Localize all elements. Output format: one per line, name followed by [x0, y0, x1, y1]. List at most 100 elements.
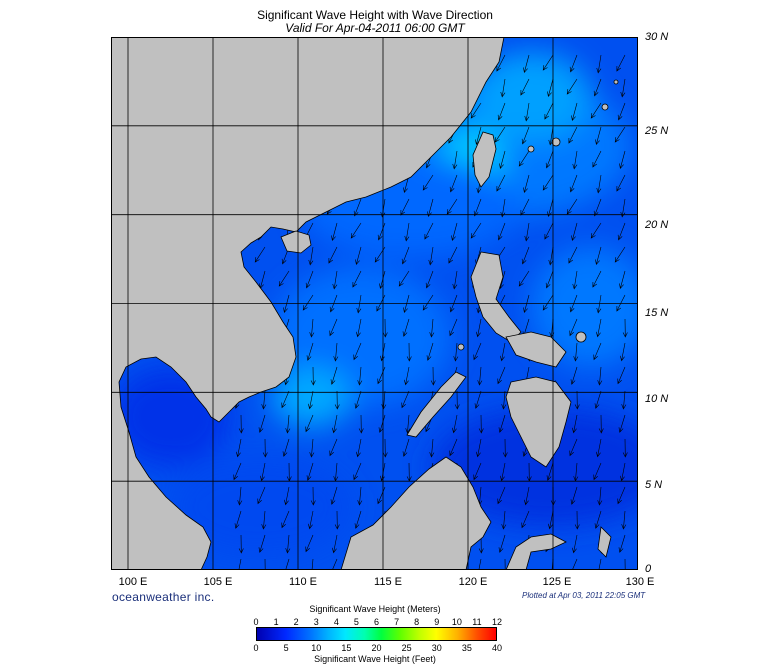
wave-arrow	[398, 270, 410, 287]
wave-arrow	[331, 534, 338, 554]
wave-arrow	[302, 294, 314, 311]
wave-arrow	[309, 438, 315, 458]
wave-arrow	[452, 270, 458, 290]
wave-arrow	[354, 510, 362, 529]
wave-arrow	[357, 366, 363, 386]
lat-lon-grid	[111, 37, 638, 570]
wave-arrow	[454, 390, 460, 410]
wave-arrow	[619, 150, 626, 170]
lon-label-130e: 130 E	[625, 576, 655, 588]
wave-arrow	[331, 222, 338, 242]
wave-arrow	[568, 126, 578, 144]
wave-arrow	[358, 414, 364, 434]
colorbar-meter-tick: 10	[451, 617, 462, 627]
wave-arrow	[501, 510, 507, 530]
wave-arrow	[427, 198, 434, 218]
colorbar-feet-tick: 5	[283, 643, 289, 653]
wave-arrow	[353, 462, 362, 481]
wave-arrow	[334, 390, 340, 410]
wave-arrow	[521, 246, 530, 265]
wave-arrow	[597, 366, 603, 386]
colorbar-feet-tick: 35	[461, 643, 472, 653]
wave-arrow	[233, 462, 242, 481]
wave-arrow	[285, 558, 290, 570]
wave-arrow	[597, 486, 603, 506]
wave-arrow	[569, 174, 578, 193]
wave-arrow	[259, 462, 266, 482]
colorbar-title-meters: Significant Wave Height (Meters)	[309, 604, 441, 614]
wave-arrow	[593, 198, 602, 217]
wave-arrow	[504, 558, 506, 570]
wave-arrow	[308, 246, 314, 266]
wave-arrow	[451, 222, 458, 242]
land-masses	[111, 37, 619, 570]
wave-arrow	[619, 462, 626, 482]
wave-arrow	[524, 222, 530, 242]
wave-arrow	[354, 390, 362, 409]
wave-arrow	[595, 126, 602, 146]
wave-arrow	[328, 246, 338, 264]
wave-arrow	[470, 222, 482, 239]
wave-arrow	[285, 414, 291, 434]
colorbar-feet-tick: 0	[253, 643, 259, 653]
colorbar-feet-tick: 10	[311, 643, 322, 653]
wave-arrow	[624, 558, 626, 570]
lon-label-125e: 125 E	[542, 576, 572, 588]
wave-arrow	[258, 534, 266, 553]
wave-arrow	[234, 510, 242, 529]
wave-arrow	[449, 438, 458, 457]
wave-arrow	[616, 294, 626, 312]
wave-arrow	[548, 246, 554, 266]
wave-arrow	[499, 462, 506, 482]
wave-arrow	[545, 270, 554, 289]
wave-arrow	[310, 366, 316, 386]
colorbar-meter-tick: 11	[472, 617, 482, 627]
wave-arrow	[501, 390, 507, 410]
map-frame	[111, 37, 638, 570]
wave-arrow	[595, 246, 602, 266]
wave-arrow	[238, 414, 244, 434]
wave-arrow	[621, 390, 627, 410]
wave-arrow	[264, 558, 266, 570]
wave-arrow	[574, 510, 580, 530]
wave-arrow	[616, 174, 626, 192]
wave-arrow	[332, 270, 338, 290]
wave-arrow	[590, 222, 602, 239]
wave-arrow	[382, 318, 388, 338]
wave-arrow	[405, 414, 411, 434]
wave-arrow	[306, 462, 314, 481]
wave-arrow	[353, 342, 362, 361]
wave-arrow	[424, 222, 434, 240]
wave-arrow	[544, 222, 554, 240]
wave-arrow	[470, 102, 482, 119]
wave-arrow	[593, 342, 602, 361]
wave-arrow	[355, 318, 362, 338]
wave-arrow	[330, 486, 338, 505]
wave-arrow	[305, 414, 314, 433]
wave-arrow	[254, 246, 266, 263]
wave-arrow	[283, 486, 290, 506]
wave-arrow	[258, 414, 266, 433]
wave-arrow	[596, 174, 602, 194]
wave-arrow	[352, 270, 362, 288]
wave-arrow	[378, 414, 386, 433]
wave-arrow	[547, 510, 554, 530]
wave-arrow	[403, 366, 410, 386]
wave-arrow	[595, 318, 602, 338]
wave-arrow	[523, 54, 530, 74]
wave-arrow	[544, 102, 554, 120]
wave-arrow	[620, 78, 626, 98]
wave-arrow	[620, 198, 626, 218]
wave-arrow	[574, 390, 580, 410]
wave-arrow	[477, 366, 483, 386]
wave-arrow	[430, 366, 436, 386]
wave-arrow	[542, 54, 554, 71]
wave-arrow	[402, 438, 410, 457]
wave-arrow	[406, 342, 412, 362]
wave-arrow	[542, 174, 554, 191]
colorbar-meter-tick: 1	[273, 617, 279, 627]
wave-arrow	[524, 102, 530, 122]
wave-arrow	[523, 174, 530, 194]
lat-label-5n: 5 N	[645, 479, 663, 491]
wave-arrow	[518, 150, 530, 167]
